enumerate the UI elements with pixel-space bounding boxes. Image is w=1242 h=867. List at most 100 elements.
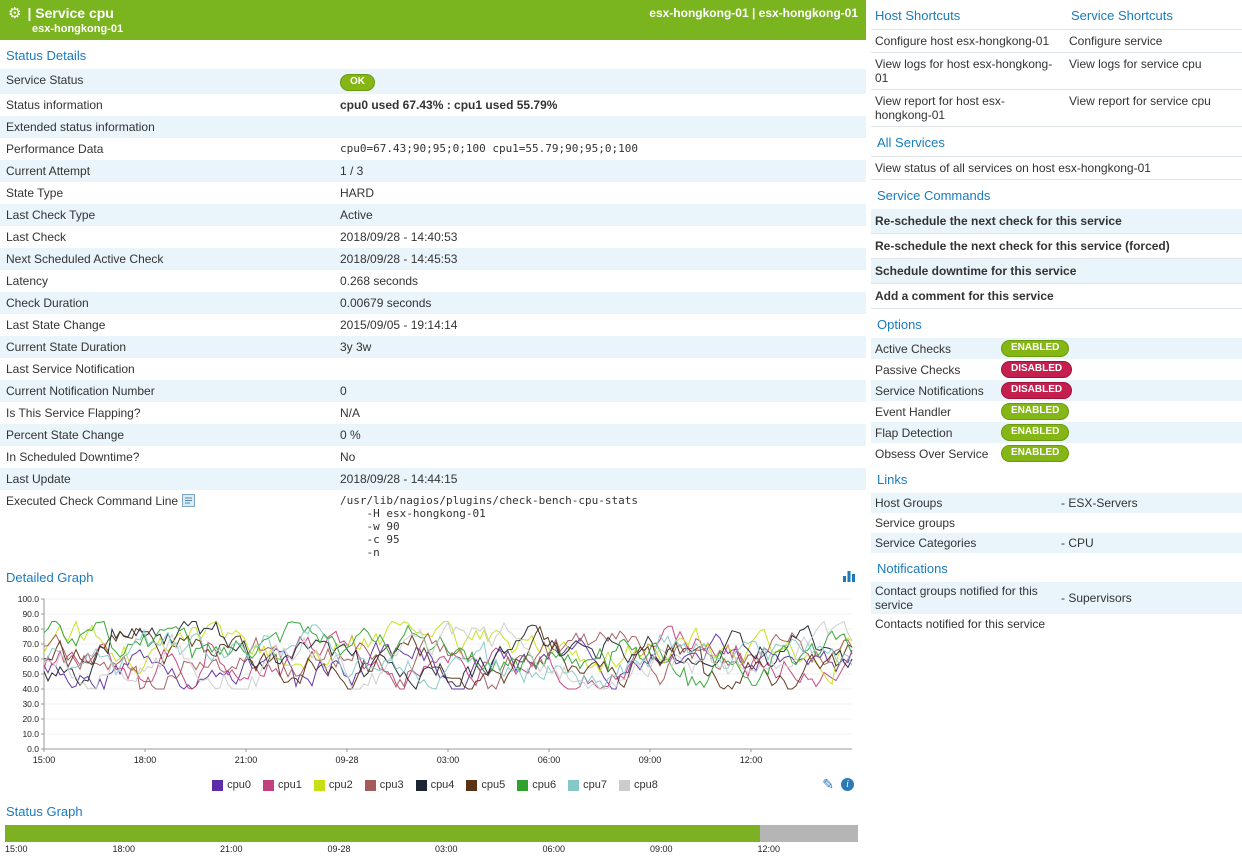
- service-shortcut-link[interactable]: Configure service: [1069, 34, 1163, 48]
- option-state-badge: ENABLED: [1001, 403, 1070, 420]
- legend-item: cpu5: [466, 779, 505, 791]
- status-row: Last Service Notification: [0, 358, 866, 380]
- svg-text:60.0: 60.0: [22, 654, 39, 664]
- status-row-value: 0.268 seconds: [340, 274, 419, 288]
- option-state-badge: DISABLED: [1001, 361, 1073, 378]
- status-row-label: Current State Duration: [6, 340, 127, 354]
- legend-item: cpu3: [364, 779, 404, 791]
- link-row: Service groups: [871, 513, 1242, 533]
- svg-text:15:00: 15:00: [33, 755, 56, 765]
- svg-text:20.0: 20.0: [22, 714, 39, 724]
- host-shortcut-link[interactable]: View logs for host esx-hongkong-01: [875, 57, 1053, 85]
- host-shortcut-link[interactable]: Configure host esx-hongkong-01: [875, 34, 1050, 48]
- option-label: Service Notifications: [875, 383, 984, 398]
- shortcut-row: View logs for host esx-hongkong-01 View l…: [871, 53, 1242, 90]
- legend-swatch: [415, 779, 427, 791]
- option-label: Active Checks: [875, 341, 952, 356]
- link-row-value[interactable]: - CPU: [1061, 536, 1094, 550]
- status-row-label: Last Update: [6, 472, 71, 486]
- status-row: In Scheduled Downtime? No: [0, 446, 866, 468]
- status-row-value: 2015/09/05 - 19:14:14: [340, 318, 458, 332]
- option-row: Passive Checks DISABLED: [871, 359, 1242, 380]
- link-row: Contacts notified for this service: [871, 614, 1242, 634]
- status-timeline-nodata-segment: [760, 825, 858, 842]
- status-row-label: Last Check Type: [6, 208, 96, 222]
- status-row: Last Update 2018/09/28 - 14:44:15: [0, 468, 866, 490]
- option-state-badge: DISABLED: [1001, 382, 1073, 399]
- all-services-link[interactable]: View status of all services on host esx-…: [871, 156, 1242, 180]
- status-timeline-labels: 15:00 18:00 21:00 09-28 03:00 06:00 09:00 12:00: [5, 844, 866, 856]
- svg-text:09:00: 09:00: [639, 755, 662, 765]
- legend-swatch: [212, 779, 224, 791]
- status-row: Is This Service Flapping? N/A: [0, 402, 866, 424]
- option-row: Active Checks ENABLED: [871, 338, 1242, 359]
- status-row-label: Check Duration: [6, 296, 89, 310]
- status-row: Executed Check Command Line/usr/lib/nagi…: [0, 490, 866, 562]
- legend-label: cpu3: [379, 779, 404, 791]
- status-row-value: /usr/lib/nagios/plugins/check-bench-cpu-…: [340, 494, 639, 559]
- status-row: Extended status information: [0, 116, 866, 138]
- status-row-value: No: [340, 450, 356, 464]
- svg-text:0.0: 0.0: [27, 744, 39, 754]
- svg-text:09-28: 09-28: [335, 755, 358, 765]
- header-breadcrumb[interactable]: esx-hongkong-01 | esx-hongkong-01: [649, 6, 858, 20]
- status-row-value: OK: [340, 73, 860, 91]
- status-timeline-tick: 09:00: [650, 844, 673, 854]
- cpu-line-chart: 100.0 90.0 80.0 70.0 60.0 50.0 40.0 30.0 20.0 10.…: [18, 594, 853, 765]
- host-link[interactable]: esx-hongkong-01: [32, 23, 124, 35]
- status-row-label: Last State Change: [6, 318, 106, 332]
- status-row-label: Is This Service Flapping?: [6, 406, 141, 420]
- link-row-label: Contacts notified for this service: [875, 617, 1046, 631]
- status-row-label: State Type: [6, 186, 64, 200]
- link-row-value[interactable]: - ESX-Servers: [1061, 496, 1138, 510]
- link-row: Service Categories - CPU: [871, 533, 1242, 553]
- status-row: Latency 0.268 seconds: [0, 270, 866, 292]
- service-command-link[interactable]: Re-schedule the next check for this serv…: [871, 234, 1242, 259]
- gear-icon[interactable]: ⚙: [8, 4, 22, 22]
- info-icon[interactable]: i: [841, 778, 854, 791]
- legend-label: cpu0: [227, 779, 251, 791]
- command-line-icon[interactable]: [182, 494, 196, 510]
- status-row-value: 2018/09/28 - 14:45:53: [340, 252, 458, 266]
- status-row-value: HARD: [340, 186, 375, 200]
- status-row-label: Current Notification Number: [6, 384, 155, 398]
- service-command-link[interactable]: Add a comment for this service: [871, 284, 1242, 309]
- status-row-value: 2018/09/28 - 14:40:53: [340, 230, 458, 244]
- status-row-value: 0 %: [340, 428, 361, 442]
- legend-swatch: [262, 779, 274, 791]
- svg-text:10.0: 10.0: [22, 729, 39, 739]
- legend-swatch: [313, 779, 325, 791]
- status-details-title: Status Details: [6, 48, 87, 63]
- status-row-value: N/A: [340, 406, 361, 420]
- edit-icon[interactable]: ✎: [822, 776, 834, 792]
- status-row: Current Attempt 1 / 3: [0, 160, 866, 182]
- svg-text:18:00: 18:00: [134, 755, 157, 765]
- legend-item: cpu4: [415, 779, 454, 791]
- status-timeline-tick: 06:00: [542, 844, 566, 854]
- links-list: Host Groups - ESX-Servers Service groups Se…: [871, 493, 1242, 553]
- service-shortcut-link[interactable]: View report for service cpu: [1069, 94, 1211, 108]
- svg-text:90.0: 90.0: [22, 609, 39, 619]
- service-command-link[interactable]: Re-schedule the next check for this serv…: [871, 209, 1242, 234]
- chart-legend: cpu0 cpu1 cpu2 cpu3 cpu4 cpu5 cpu6 cpu7 cpu8: [4, 774, 866, 796]
- link-row-value[interactable]: - Supervisors: [1061, 591, 1132, 605]
- host-shortcut-link[interactable]: View report for host esx-hongkong-01: [875, 94, 1005, 122]
- status-row-label: Extended status information: [6, 120, 155, 134]
- legend-swatch: [619, 779, 630, 791]
- legend-label: cpu5: [481, 779, 506, 791]
- svg-text:50.0: 50.0: [22, 669, 39, 679]
- status-row-label: Service Status: [6, 73, 84, 87]
- svg-text:12:00: 12:00: [740, 755, 763, 765]
- legend-item: cpu1: [262, 779, 302, 791]
- page-title[interactable]: | Service cpu: [27, 5, 114, 21]
- status-row-value: 0.00679 seconds: [340, 296, 432, 310]
- bar-chart-icon[interactable]: [842, 570, 856, 585]
- service-shortcut-link[interactable]: View logs for service cpu: [1069, 57, 1202, 71]
- status-row-value: [340, 120, 860, 135]
- status-row-label: Last Service Notification: [6, 362, 135, 376]
- service-commands-list: Re-schedule the next check for this serv…: [871, 209, 1242, 309]
- service-command-link[interactable]: Schedule downtime for this service: [871, 259, 1242, 284]
- link-row-label: Host Groups: [875, 496, 943, 510]
- link-row-label: Service Categories: [875, 536, 977, 550]
